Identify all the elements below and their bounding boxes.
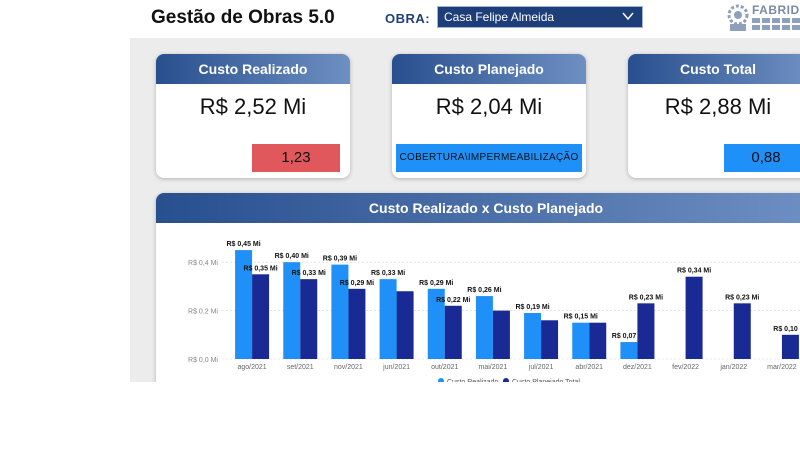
y-tick-label: R$ 0,4 Mi — [188, 260, 218, 267]
data-label: R$ 0,10 Mi — [773, 326, 800, 333]
bar-realizado — [427, 288, 445, 359]
bar-planejado — [348, 288, 366, 359]
bar-realizado — [620, 342, 638, 359]
card-custo-realizado: Custo Realizado R$ 2,52 Mi 1,23 — [156, 54, 350, 178]
data-label: R$ 0,35 Mi — [243, 265, 277, 272]
data-label: R$ 0,26 Mi — [467, 287, 501, 294]
chart-title: Custo Realizado x Custo Planejado — [156, 193, 800, 223]
bar-planejado — [300, 279, 318, 359]
data-label: R$ 0,33 Mi — [371, 270, 405, 277]
legend-marker — [503, 378, 509, 382]
x-tick-label: jun/2021 — [382, 364, 410, 371]
stage-badge: COBERTURA\IMPERMEABILIZAÇÃO — [396, 144, 582, 172]
x-tick-label: jan/2022 — [719, 364, 747, 371]
data-label: R$ 0,34 Mi — [677, 268, 711, 275]
x-tick-label: set/2021 — [287, 364, 314, 371]
chart-card: R$ 0,0 Mi R$ 0,2 Mi R$ 0,4 Mi R$ 0,45 Mi R$ … — [156, 193, 800, 382]
data-label: R$ 0,22 Mi — [436, 297, 470, 304]
card-value: R$ 2,88 Mi — [664, 94, 772, 119]
data-label: R$ 0,40 Mi — [275, 253, 309, 260]
card-value: R$ 2,52 Mi — [199, 94, 307, 119]
bar-realizado — [475, 296, 493, 359]
dashboard: Gestão de Obras 5.0 OBRA: Casa Felipe Al… — [130, 0, 800, 382]
legend-marker — [438, 378, 444, 382]
bar-chart: R$ 0,0 Mi R$ 0,2 Mi R$ 0,4 Mi R$ 0,45 Mi R$ … — [188, 241, 800, 382]
x-tick-label: ago/2021 — [237, 364, 266, 371]
chevron-down-icon — [622, 12, 634, 21]
bar-realizado — [524, 313, 542, 359]
data-label: R$ 0,33 Mi — [292, 270, 326, 277]
x-tick-label: abr/2021 — [575, 364, 603, 371]
bar-planejado — [541, 320, 559, 359]
card-title: Custo Planejado — [392, 54, 586, 84]
obra-dropdown-value: Casa Felipe Almeida — [444, 10, 555, 24]
obra-dropdown[interactable]: Casa Felipe Almeida — [437, 6, 643, 28]
data-label: R$ 0,45 Mi — [226, 241, 260, 248]
data-label: R$ 0,15 Mi — [564, 314, 598, 321]
data-label: R$ 0,19 Mi — [515, 304, 549, 311]
company-logo: FABRID — [724, 2, 800, 34]
bar-planejado — [492, 310, 510, 359]
ratio-badge: 0,88 — [724, 144, 800, 172]
bar-realizado — [379, 279, 397, 359]
bar-planejado — [733, 303, 751, 359]
x-tick-label: nov/2021 — [334, 364, 363, 371]
y-tick-label: R$ 0,0 Mi — [188, 357, 218, 364]
bar-planejado — [685, 276, 703, 359]
bar-planejado — [252, 274, 270, 359]
x-tick-label: mai/2021 — [479, 364, 508, 371]
obra-label: OBRA: — [385, 11, 431, 26]
gear-icon — [727, 4, 749, 31]
card-custo-planejado: Custo Planejado R$ 2,04 Mi COBERTURA\IMP… — [392, 54, 586, 178]
grid-icon — [752, 18, 800, 30]
app-title: Gestão de Obras 5.0 — [151, 7, 335, 28]
logo-text: FABRID — [752, 3, 800, 17]
bar-planejado — [781, 334, 799, 359]
x-tick-label: dez/2021 — [623, 364, 652, 371]
x-tick-label: fev/2022 — [672, 364, 699, 371]
data-label: R$ 0,39 Mi — [323, 256, 357, 263]
card-title: Custo Total — [628, 54, 800, 84]
data-label: R$ 0,23 Mi — [725, 294, 759, 301]
top-bar: Gestão de Obras 5.0 OBRA: Casa Felipe Al… — [130, 0, 800, 38]
bar-realizado — [572, 322, 590, 359]
card-custo-total: Custo Total R$ 2,88 Mi 0,88 — [628, 54, 800, 178]
x-tick-label: mar/2022 — [767, 364, 797, 371]
x-tick-label: out/2021 — [431, 364, 458, 371]
data-label: R$ 0,23 Mi — [629, 294, 663, 301]
bar-planejado — [589, 322, 607, 359]
y-tick-label: R$ 0,2 Mi — [188, 309, 218, 316]
card-value: R$ 2,04 Mi — [435, 94, 543, 119]
bar-realizado — [331, 264, 349, 359]
bar-realizado — [235, 250, 253, 359]
bar-planejado — [396, 291, 414, 359]
legend-label: Custo Realizado — [447, 379, 498, 382]
data-label: R$ 0,07 Mi — [612, 333, 646, 340]
data-label: R$ 0,29 Mi — [419, 280, 453, 287]
card-title: Custo Realizado — [156, 54, 350, 84]
bar-realizado — [283, 262, 301, 359]
x-tick-label: jul/2021 — [528, 364, 554, 371]
ratio-badge: 1,23 — [252, 144, 340, 172]
data-label: R$ 0,29 Mi — [340, 280, 374, 287]
legend-label: Custo Planejado Total — [512, 379, 580, 382]
bar-planejado — [637, 303, 655, 359]
bar-planejado — [444, 305, 462, 359]
